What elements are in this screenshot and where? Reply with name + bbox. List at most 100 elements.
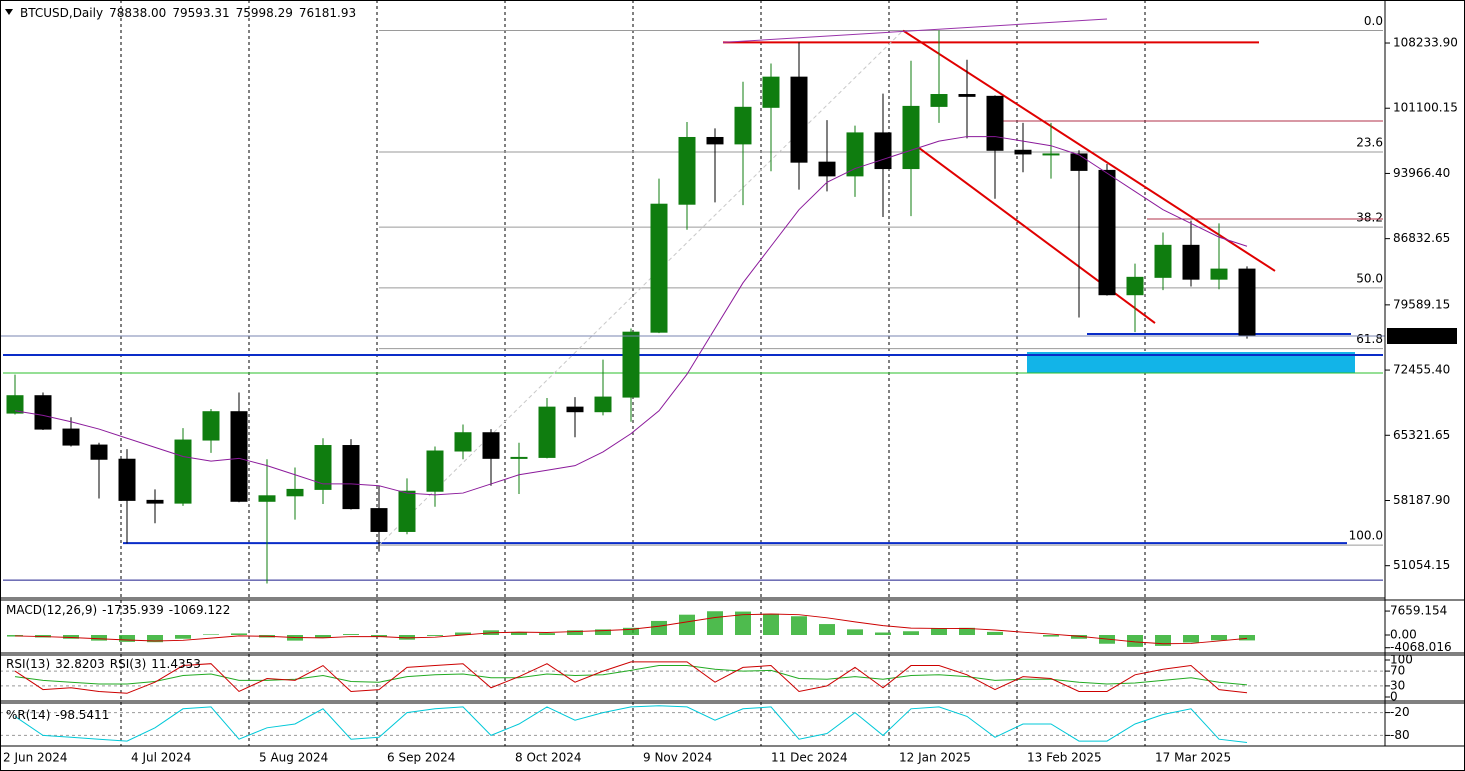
candle-body [594,396,612,413]
macd-bar [595,629,611,635]
fib-label: 38.2 [1356,211,1383,225]
fib-label: 100.0 [1349,529,1383,543]
fib-label: 50.0 [1356,271,1383,285]
macd-bar [343,634,359,635]
y-tick-label: 70 [1390,664,1405,678]
support-zone [1027,352,1355,374]
candle-body [566,406,584,413]
price-box [1387,328,1457,345]
y-tick-label: 101100.15 [1393,101,1458,115]
candle-body [874,132,892,170]
macd-bar [511,632,527,635]
indicator-header: RSI(13) 32.8203 RSI(3) 11.4353 [6,657,201,671]
indicator-value: -98.5411 [55,708,109,722]
y-tick-label: 7659.154 [1390,604,1447,618]
candle-body [118,458,136,501]
candle-body [1014,149,1032,155]
price-box-label: 76181.93 [1392,329,1449,343]
x-tick-label: 13 Feb 2025 [1027,751,1102,765]
macd-bar [315,635,331,638]
macd-signal [14,613,1248,645]
indicator-name: %R(14) [6,708,50,722]
fib-label: 0.0 [1364,14,1383,28]
candle-body [34,395,52,430]
candle-body [1070,153,1088,171]
y-tick-label: 72455.40 [1393,363,1450,377]
macd-bar [875,632,891,635]
indicator-name: RSI(13) [6,657,50,671]
candle-body [398,490,416,532]
candle-body [258,495,276,502]
x-tick-label: 11 Dec 2024 [771,751,848,765]
y-tick-label: -80 [1390,728,1410,742]
price-panel: 0.0 23.6 38.2 50.0 61.8 100.0 [0,14,1385,584]
ohlc-value: 78838.00 [109,6,166,20]
macd-bar [679,614,695,635]
candle-body [230,411,248,502]
candle-body [538,406,556,458]
indicator-header: MACD(12,26,9) -1735.939 -1069.122 [6,603,230,617]
macd-bar [175,635,191,639]
x-tick-label: 9 Nov 2024 [643,751,712,765]
indicator-header: %R(14) -98.5411 [6,708,109,722]
candle-body [1210,268,1228,280]
indicator-name: MACD(12,26,9) [6,603,97,617]
indicator-value: 11.4353 [151,657,201,671]
y-tick-label: 0 [1390,690,1398,704]
y-tick-label: 65321.65 [1393,428,1450,442]
candle-body [902,105,920,170]
macd-bar [567,630,583,635]
y-tick-label: -4068.016 [1390,640,1452,654]
macd-bar [455,632,471,635]
candle-body [650,203,668,333]
candle-body [818,161,836,177]
macd-bar [119,635,135,642]
trendline [902,29,1276,272]
x-tick-label: 17 Mar 2025 [1155,751,1231,765]
x-tick-label: 2 Jun 2024 [3,751,68,765]
x-tick-label: 5 Aug 2024 [259,751,328,765]
x-tick-label: 4 Jul 2024 [131,751,191,765]
candle-body [482,432,500,459]
y-tick-label: 58187.90 [1393,493,1450,507]
trendline [722,18,1108,43]
candle-body [1154,244,1172,278]
y-tick-label: 0.00 [1390,628,1417,642]
macd-bar [539,633,555,635]
macd-bar [1043,635,1059,637]
macd-bar [203,634,219,635]
oscillator-line [14,705,1248,743]
chart-title: BTCUSD,Daily [20,6,103,20]
macd-bar [7,635,23,637]
candle-body [90,444,108,460]
y-tick-label: -20 [1390,705,1410,719]
macd-bar [63,635,79,639]
moving-average [14,136,1248,496]
y-tick-label: 30 [1390,678,1405,692]
macd-bar [763,613,779,635]
ohlc-value: 79593.31 [172,6,229,20]
macd-bar [707,611,723,635]
x-tick-label: 6 Sep 2024 [387,751,455,765]
fib-label: 61.8 [1356,332,1383,346]
candle-body [958,94,976,97]
oscillator-line [14,665,1248,686]
macd-bar [651,620,667,635]
candle-body [1238,268,1256,337]
macd-bar [791,616,807,635]
macd-bar [623,627,639,635]
menu-arrow[interactable] [5,9,13,15]
x-tick-label: 12 Jan 2025 [899,751,971,765]
y-tick-label: 51054.15 [1393,558,1450,572]
macd-bar [1239,635,1255,641]
macd-bar [147,635,163,643]
oscillator-line [14,661,1248,694]
candle-body [314,445,332,490]
candle-body [1126,276,1144,296]
y-tick-label: 86832.65 [1393,231,1450,245]
y-tick-label: 100 [1390,653,1413,667]
candle-body [454,432,472,452]
candle-body [202,411,220,441]
